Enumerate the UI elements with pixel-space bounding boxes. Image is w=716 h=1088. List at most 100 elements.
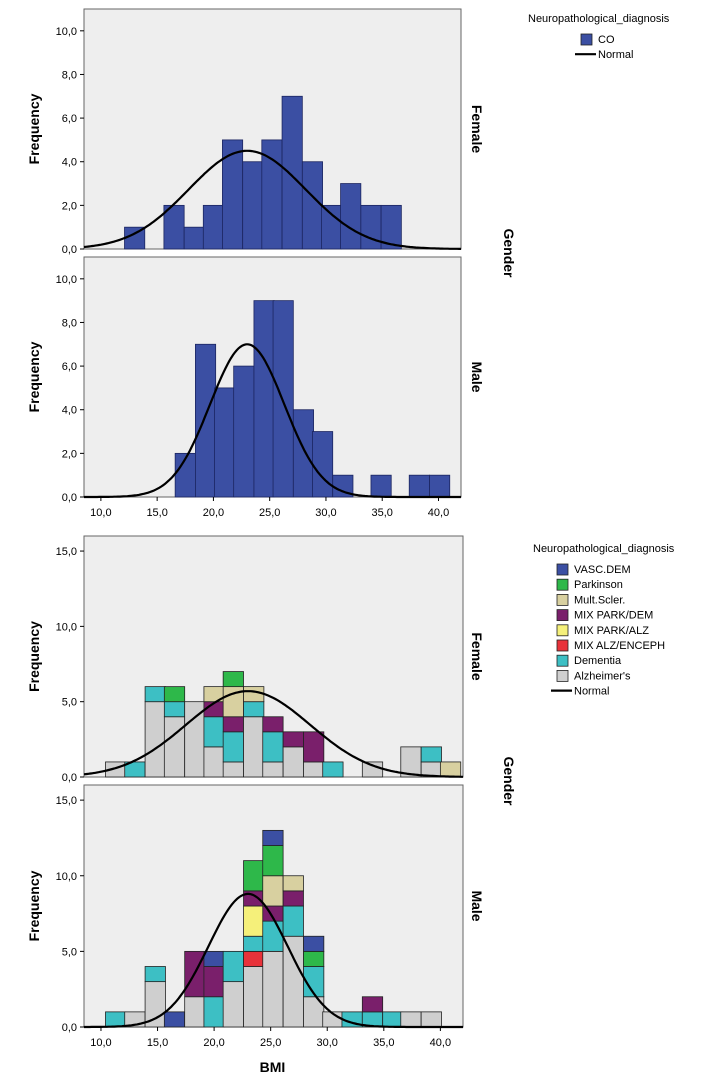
y-tick-label: 4,0 — [62, 157, 77, 169]
x-tick-label: 25,0 — [260, 1037, 281, 1049]
panel-label-female: Female — [469, 632, 485, 680]
legend-item-label: VASC.DEM — [574, 564, 631, 576]
legend: Neuropathological_diagnosis VASC.DEM Parki… — [533, 543, 675, 698]
histogram-bar — [243, 935, 265, 952]
legend-item-label: MIX PARK/DEM — [574, 610, 653, 622]
y-tick-label: 6,0 — [62, 113, 77, 125]
y-tick-label: 2,0 — [62, 200, 77, 212]
histogram-bar — [262, 829, 284, 846]
histogram-bar — [202, 204, 224, 250]
chart-co-histogram: 0,0 2,0 4,0 6,0 8,0 10,0 Frequency Female 0,0 2,0… — [26, 8, 670, 519]
histogram-bar — [408, 474, 430, 498]
legend-swatch — [556, 594, 569, 606]
chart-diagnosis-histogram: 0,0 5,0 10,0 15,0 Frequency Female 0,0 5,0 10,0 1… — [26, 535, 675, 1075]
legend: Neuropathological_diagnosis CO Normal — [528, 13, 670, 61]
histogram-bar — [361, 996, 384, 1013]
legend-item-label: Mult.Scler. — [574, 594, 625, 606]
histogram-bar — [105, 1011, 127, 1028]
histogram-bar — [203, 716, 225, 748]
legend-swatch — [556, 654, 569, 667]
histogram-bar — [163, 701, 186, 718]
legend-swatch — [556, 563, 569, 576]
histogram-bar — [214, 387, 236, 498]
gender-group-label: Gender — [501, 228, 517, 278]
histogram-bar — [281, 95, 303, 250]
y-tick-label: 15,0 — [56, 546, 77, 558]
y-tick-label: 0,0 — [62, 244, 77, 256]
y-axis-title: Frequency — [26, 341, 42, 412]
legend-normal-label: Normal — [574, 686, 609, 698]
histogram-bar — [203, 966, 225, 998]
panel-label-female: Female — [469, 105, 485, 153]
legend-item-label: Alzheimer's — [574, 670, 631, 682]
histogram-bar — [301, 161, 323, 250]
y-tick-label: 0,0 — [62, 492, 77, 504]
y-tick-label: 10,0 — [56, 621, 77, 633]
histogram-bar — [184, 996, 206, 1028]
legend-title: Neuropathological_diagnosis — [528, 13, 670, 25]
histogram-bar — [163, 686, 186, 703]
x-tick-label: 10,0 — [90, 507, 111, 519]
histogram-bar — [203, 950, 225, 967]
legend-swatch — [556, 624, 569, 637]
histogram-bar — [262, 875, 284, 907]
legend-item-label: CO — [598, 34, 615, 46]
histogram-bar — [243, 950, 265, 967]
y-tick-label: 10,0 — [56, 274, 77, 286]
legend-item-label: Parkinson — [574, 579, 623, 591]
histogram-bar — [282, 890, 304, 907]
histogram-bar — [163, 1011, 186, 1028]
histogram-bar — [233, 365, 255, 498]
histogram-bar — [282, 905, 304, 937]
legend-swatch — [556, 609, 569, 621]
histogram-bar — [222, 671, 244, 688]
legend-swatch — [556, 670, 569, 682]
histogram-bar — [262, 920, 284, 952]
normal-curve — [84, 343, 461, 499]
histogram-bar — [340, 183, 362, 250]
y-axis-title: Frequency — [26, 93, 42, 164]
histogram-bar — [144, 686, 166, 703]
y-tick-label: 0,0 — [62, 1022, 77, 1034]
y-tick-label: 10,0 — [56, 871, 77, 883]
histogram-bar — [222, 716, 244, 733]
histogram-bar — [243, 860, 265, 892]
histogram-bar — [262, 950, 284, 1028]
histogram-bar — [439, 761, 462, 778]
x-tick-label: 40,0 — [430, 1037, 451, 1049]
x-tick-label: 10,0 — [90, 1037, 111, 1049]
histogram-bar — [361, 761, 384, 778]
y-axis-title: Frequency — [26, 621, 42, 692]
histogram-bar — [144, 966, 166, 983]
histogram-bar — [429, 474, 451, 498]
histogram-bar — [203, 996, 225, 1028]
legend-swatch — [580, 33, 593, 46]
x-tick-label: 40,0 — [428, 507, 449, 519]
histogram-bar — [312, 431, 334, 498]
histogram-bar — [183, 226, 205, 250]
histogram-bar — [243, 686, 265, 703]
x-axis-title: BMI — [260, 1059, 286, 1075]
y-tick-label: 0,0 — [62, 772, 77, 784]
histogram-bar — [253, 300, 275, 498]
legend-title: Neuropathological_diagnosis — [533, 543, 675, 555]
x-tick-label: 15,0 — [147, 1037, 168, 1049]
histogram-bar — [292, 409, 314, 498]
x-tick-label: 20,0 — [203, 507, 224, 519]
normal-curve — [83, 149, 461, 250]
x-tick-label: 35,0 — [373, 1037, 394, 1049]
y-tick-label: 5,0 — [62, 697, 77, 709]
histogram-bar — [222, 731, 244, 763]
histogram-bar — [262, 761, 284, 778]
histogram-bar — [400, 1011, 422, 1028]
y-tick-label: 10,0 — [56, 26, 77, 38]
histogram-bar — [243, 701, 265, 718]
normal-curve — [83, 690, 463, 778]
histogram-bar — [382, 1011, 404, 1028]
panel-label-male: Male — [469, 890, 485, 921]
histogram-bar — [420, 746, 442, 763]
histogram-bar — [262, 845, 284, 877]
x-tick-label: 30,0 — [315, 507, 336, 519]
histogram-bar — [243, 905, 265, 937]
histogram-bar — [243, 716, 265, 778]
